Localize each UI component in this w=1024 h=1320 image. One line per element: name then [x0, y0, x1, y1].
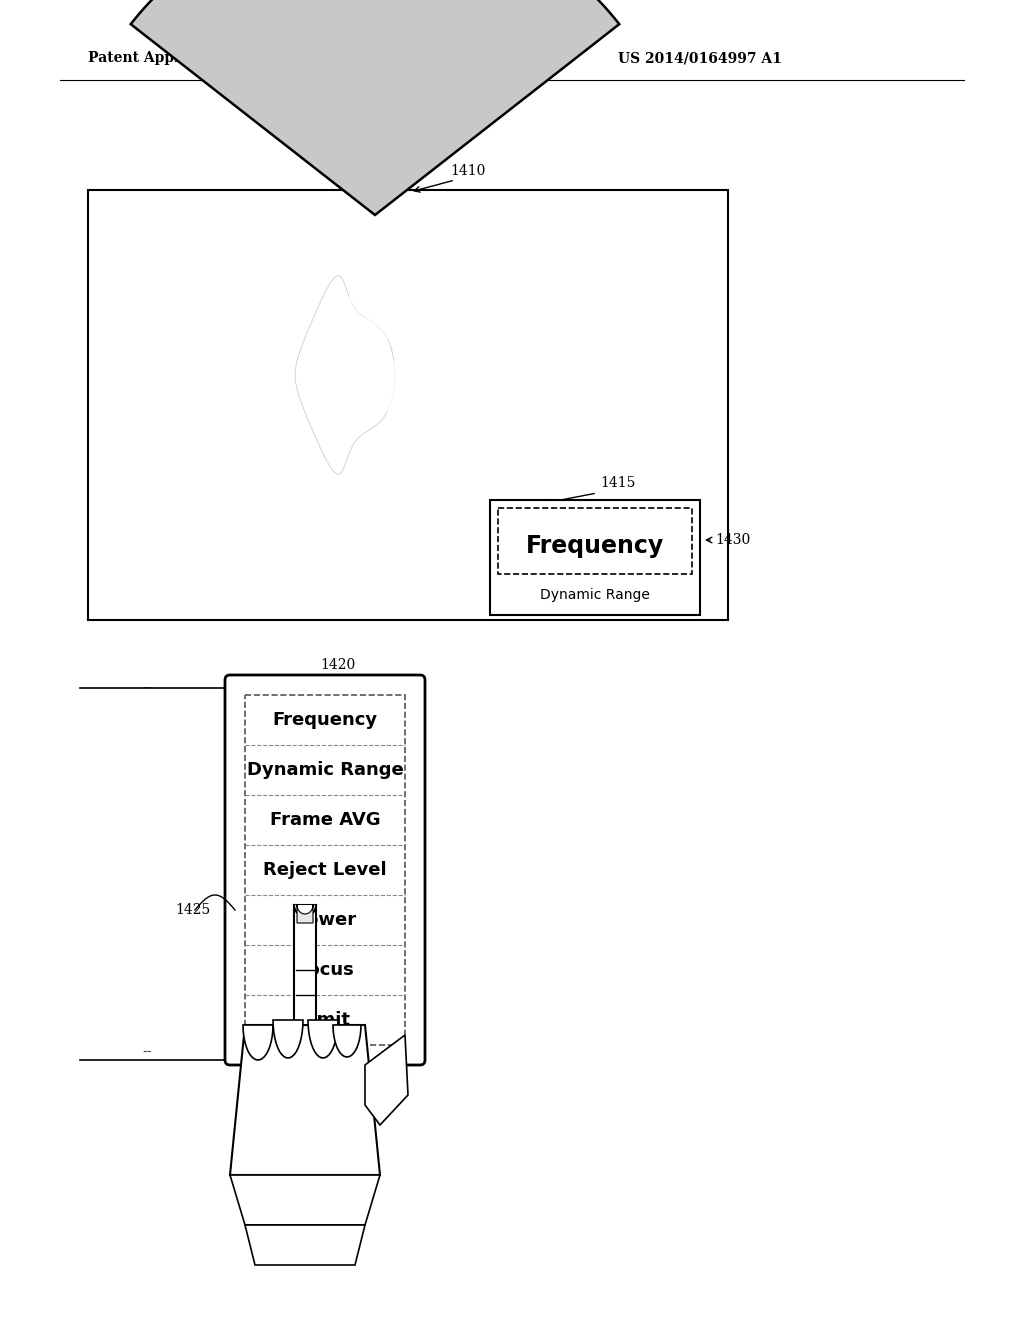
- Polygon shape: [365, 1035, 408, 1125]
- Polygon shape: [230, 1026, 380, 1175]
- Text: Dynamic Range: Dynamic Range: [540, 587, 650, 602]
- Bar: [245, 696, 406, 1045]
- Text: Patent Application Publication: Patent Application Publication: [88, 51, 328, 65]
- Text: 1420: 1420: [319, 657, 355, 672]
- Bar: [490, 500, 700, 615]
- Text: Power: Power: [294, 911, 356, 929]
- Text: Jun. 12, 2014  Sheet 13 of 15: Jun. 12, 2014 Sheet 13 of 15: [276, 51, 504, 65]
- Polygon shape: [131, 0, 620, 215]
- Polygon shape: [308, 1020, 338, 1057]
- Text: Frequency: Frequency: [272, 711, 378, 729]
- Text: 1425: 1425: [175, 903, 210, 917]
- Polygon shape: [294, 906, 316, 1026]
- Text: Reject Level: Reject Level: [263, 861, 387, 879]
- Polygon shape: [333, 1026, 361, 1057]
- Text: 1410: 1410: [451, 164, 485, 178]
- Text: Focus: Focus: [296, 961, 354, 979]
- Text: --: --: [142, 681, 152, 696]
- Polygon shape: [295, 276, 395, 474]
- Text: Frame AVG: Frame AVG: [269, 810, 380, 829]
- Polygon shape: [245, 1225, 365, 1265]
- Text: Dynamic Range: Dynamic Range: [247, 762, 403, 779]
- Polygon shape: [297, 906, 313, 923]
- Text: US 2014/0164997 A1: US 2014/0164997 A1: [618, 51, 782, 65]
- Polygon shape: [273, 1020, 303, 1057]
- Polygon shape: [294, 906, 316, 916]
- Text: --: --: [142, 1045, 152, 1059]
- Polygon shape: [387, 335, 463, 465]
- Text: 1430: 1430: [715, 533, 751, 546]
- Polygon shape: [243, 1026, 273, 1060]
- Text: Frequency: Frequency: [526, 535, 665, 558]
- Polygon shape: [230, 1175, 380, 1225]
- Bar: [498, 508, 692, 574]
- Text: FIG.  14: FIG. 14: [308, 136, 431, 164]
- FancyBboxPatch shape: [225, 675, 425, 1065]
- Text: 1415: 1415: [600, 477, 635, 490]
- Bar: [88, 190, 728, 620]
- Text: Limit: Limit: [299, 1011, 350, 1030]
- Polygon shape: [345, 285, 395, 345]
